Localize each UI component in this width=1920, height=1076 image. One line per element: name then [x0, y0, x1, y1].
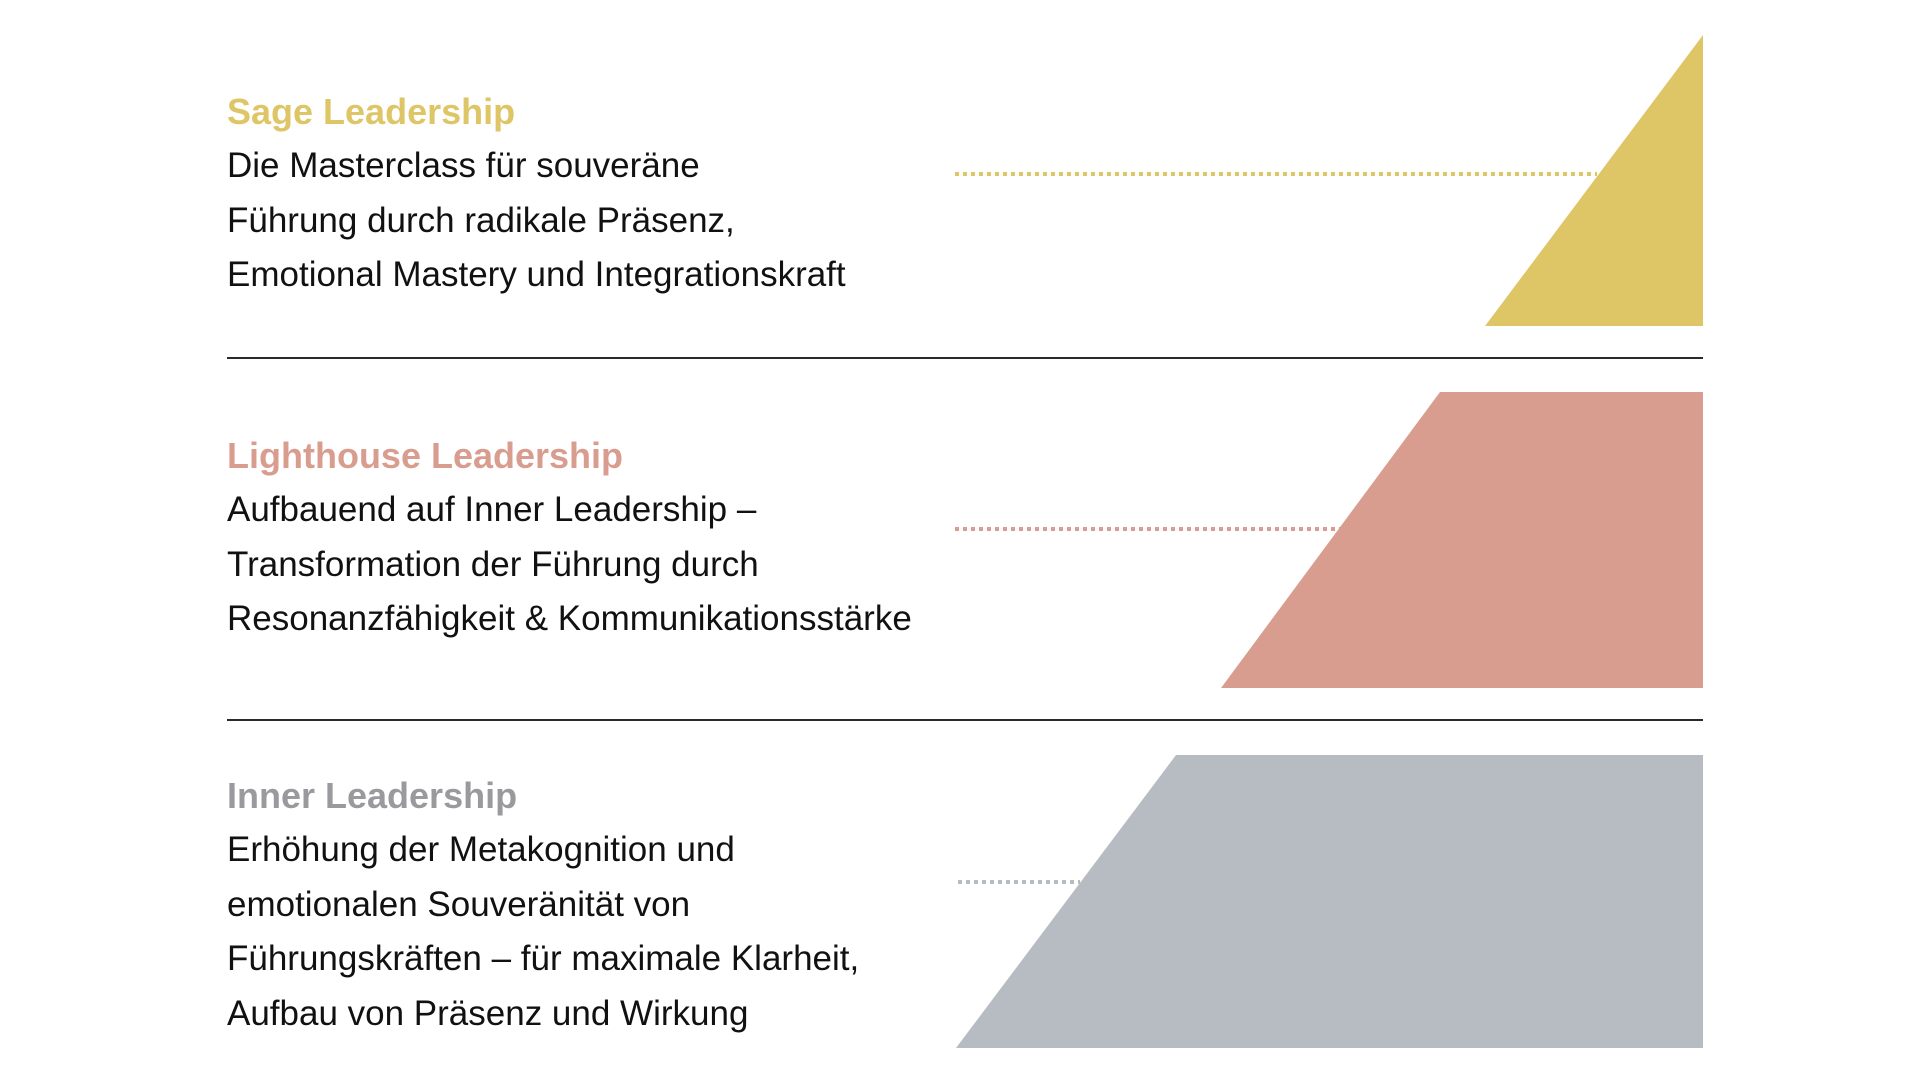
inner-tier-shape: [956, 755, 1703, 1048]
inner-desc-line: Erhöhung der Metakognition und: [227, 830, 735, 869]
sage-tier-text: Sage Leadership Die Masterclass für souv…: [227, 85, 987, 303]
lighthouse-tier-shape: [1221, 392, 1703, 688]
inner-tier-description: Erhöhung der Metakognition und emotional…: [227, 823, 987, 1041]
inner-desc-line: emotionalen Souveränität von: [227, 884, 691, 924]
lighthouse-desc-line: Resonanzfähigkeit & Kommunikationsstärke: [227, 599, 912, 638]
sage-desc-line: Emotional Mastery und Integrationskraft: [227, 255, 846, 294]
lighthouse-desc-line: Transformation der Führung durch: [227, 544, 759, 584]
inner-tier-title: Inner Leadership: [227, 775, 518, 816]
separator-2: [227, 719, 1703, 721]
separator-1: [227, 357, 1703, 359]
sage-tier-description: Die Masterclass für souveräne Führung du…: [227, 139, 987, 303]
inner-tier-text: Inner Leadership Erhöhung der Metakognit…: [227, 769, 987, 1041]
inner-desc-line: Aufbau von Präsenz und Wirkung: [227, 993, 749, 1033]
lighthouse-desc-line: Aufbauend auf Inner Leadership –: [227, 490, 757, 529]
sage-desc-line: Führung durch radikale Präsenz,: [227, 200, 735, 240]
lighthouse-tier-description: Aufbauend auf Inner Leadership – Transfo…: [227, 483, 987, 647]
sage-tier-shape: [1485, 35, 1703, 326]
lighthouse-tier-text: Lighthouse Leadership Aufbauend auf Inne…: [227, 429, 987, 647]
sage-tier-title: Sage Leadership: [227, 91, 516, 132]
sage-desc-line: Die Masterclass für souveräne: [227, 146, 700, 185]
lighthouse-tier-title: Lighthouse Leadership: [227, 435, 624, 476]
inner-desc-line: Führungskräften – für maximale Klarheit,: [227, 939, 860, 978]
